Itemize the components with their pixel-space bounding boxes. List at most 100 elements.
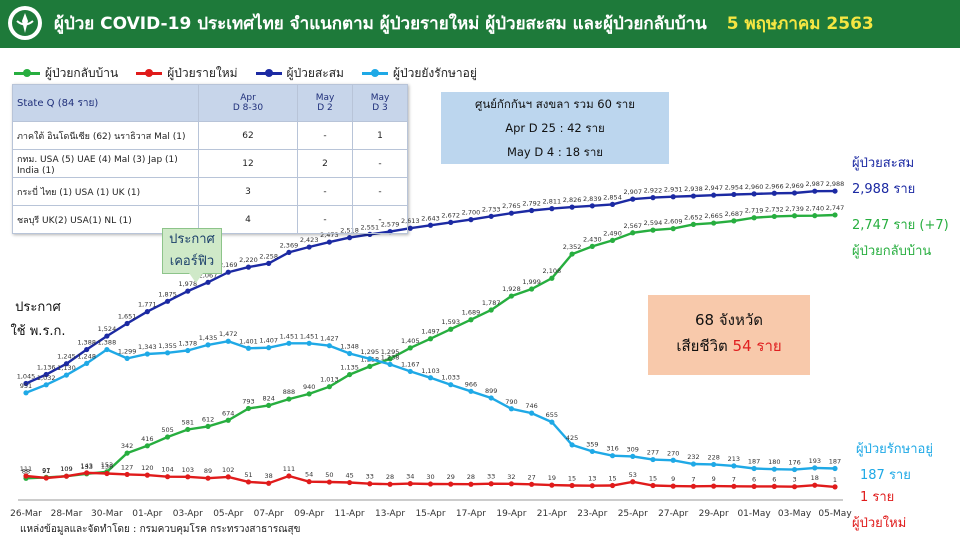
data-label: 18 xyxy=(811,474,819,482)
table-cell: - xyxy=(352,177,408,206)
data-label: 2,652 xyxy=(684,213,703,221)
table-cell: 1 xyxy=(352,121,408,150)
data-point xyxy=(791,213,798,219)
data-label: 1,689 xyxy=(462,309,481,317)
data-label: 1,524 xyxy=(98,325,117,333)
title-date: 5 พฤษภาคม 2563 xyxy=(726,14,874,34)
data-label: 2,733 xyxy=(482,205,501,213)
deaths-box: 68 จังหวัด เสียชีวิต 54 ราย xyxy=(648,295,810,375)
data-label: 1,401 xyxy=(239,337,258,345)
data-point xyxy=(124,355,130,361)
data-label: 359 xyxy=(586,440,598,448)
data-point xyxy=(286,473,292,479)
table-cell: 2 xyxy=(297,149,353,178)
data-label: 232 xyxy=(687,453,699,461)
data-label: 1,928 xyxy=(502,285,521,293)
data-point xyxy=(63,372,70,378)
data-point xyxy=(448,382,454,388)
data-point xyxy=(832,212,838,218)
data-label: 187 xyxy=(748,457,760,465)
data-point xyxy=(225,474,231,480)
data-point xyxy=(245,264,252,270)
x-tick-label: 17-Apr xyxy=(456,509,486,519)
data-point xyxy=(731,463,737,469)
table-cell: - xyxy=(352,205,408,234)
table-cell: - xyxy=(352,149,408,178)
data-label: 793 xyxy=(242,397,254,405)
data-point xyxy=(306,479,312,485)
data-label: 103 xyxy=(182,466,194,474)
data-point xyxy=(589,483,595,489)
recovered-title: ผู้ป่วยกลับบ้าน xyxy=(852,244,932,259)
data-point xyxy=(529,286,535,292)
data-label: 1,771 xyxy=(138,301,157,309)
data-point xyxy=(427,336,434,342)
data-point xyxy=(266,345,272,351)
data-point xyxy=(650,456,656,463)
data-label: 1,032 xyxy=(37,374,56,382)
data-label: 102 xyxy=(222,466,234,474)
data-label: 2,732 xyxy=(765,205,784,213)
data-label: 1,388 xyxy=(98,339,117,347)
data-point xyxy=(245,479,252,485)
data-label: 6 xyxy=(772,475,776,483)
data-label: 1,405 xyxy=(401,337,420,345)
data-point xyxy=(589,448,595,455)
new-title: ผู้ป่วยใหม่ xyxy=(852,516,907,531)
data-point xyxy=(791,484,798,490)
data-point xyxy=(286,249,292,255)
data-label: 34 xyxy=(406,473,414,481)
data-point xyxy=(751,465,757,472)
data-point xyxy=(751,483,757,490)
data-label: 127 xyxy=(121,463,133,471)
data-label: 1,136 xyxy=(37,363,56,371)
data-label: 1,388 xyxy=(77,339,96,347)
data-label: 888 xyxy=(283,388,295,396)
legend-label-active: ผู้ป่วยยังรักษาอยู่ xyxy=(392,66,477,80)
data-label: 1,472 xyxy=(219,330,238,338)
data-point xyxy=(63,361,70,367)
x-tick-label: 15-Apr xyxy=(415,509,445,519)
x-tick-label: 21-Apr xyxy=(537,509,567,519)
cumulative-title: ผู้ป่วยสะสม xyxy=(852,156,915,171)
x-tick-label: 05-Apr xyxy=(213,509,243,519)
data-point xyxy=(367,363,373,369)
data-point xyxy=(23,390,29,396)
data-point xyxy=(326,343,332,349)
data-point xyxy=(690,461,697,467)
data-label: 612 xyxy=(202,415,214,423)
quarantine-line-1: ศูนย์กักกันฯ สงขลา รวม 60 ราย xyxy=(475,97,635,111)
data-point xyxy=(812,465,818,471)
data-label: 1,593 xyxy=(441,318,460,326)
chart-legend: ผู้ป่วยกลับบ้าน ผู้ป่วยรายใหม่ ผู้ป่วยสะ… xyxy=(14,64,477,83)
data-label: 1,435 xyxy=(199,334,218,342)
data-point xyxy=(124,450,130,456)
table-row: กระบี่ ไทย (1) USA (1) UK (1) 3 - - xyxy=(12,177,408,206)
data-label: 6 xyxy=(752,475,756,483)
x-tick-label: 09-Apr xyxy=(294,509,324,519)
legend-swatch-recovered xyxy=(14,69,40,77)
data-label: 1,238 xyxy=(381,353,400,361)
data-point xyxy=(670,194,676,200)
data-point xyxy=(751,215,757,221)
data-label: 1,451 xyxy=(280,332,299,340)
data-point xyxy=(468,388,474,394)
data-point xyxy=(266,480,272,486)
data-label: 2,594 xyxy=(644,219,663,227)
data-point xyxy=(630,479,636,485)
data-label: 2,954 xyxy=(725,183,744,191)
data-label: 136 xyxy=(101,463,113,471)
data-point xyxy=(347,371,353,378)
data-point xyxy=(84,360,90,367)
data-label: 38 xyxy=(265,472,273,480)
curfew-callout-line-2: เคอร์ฟิว xyxy=(169,254,215,269)
data-point xyxy=(185,426,191,433)
data-label: 15 xyxy=(649,475,657,483)
data-point xyxy=(549,419,555,425)
data-label: 2,567 xyxy=(623,222,642,230)
data-point xyxy=(832,188,838,194)
table-cell: กระบี่ ไทย (1) USA (1) UK (1) xyxy=(12,177,199,206)
data-label: 790 xyxy=(505,398,517,406)
data-label: 143 xyxy=(80,462,92,470)
data-point xyxy=(609,482,616,489)
